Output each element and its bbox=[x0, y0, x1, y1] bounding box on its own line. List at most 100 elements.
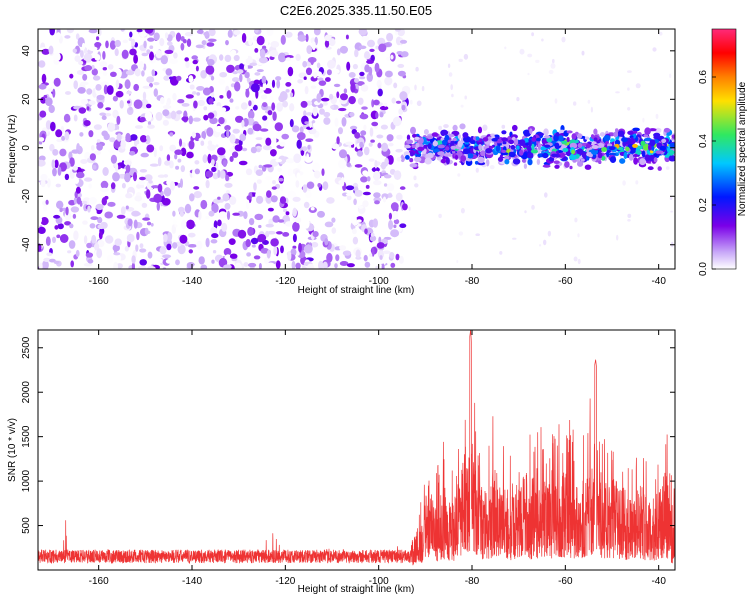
spectrogram-blob bbox=[393, 170, 402, 181]
spectrogram-blob bbox=[464, 95, 468, 100]
spectrogram-blob bbox=[293, 153, 302, 164]
spectrogram-blob bbox=[313, 170, 321, 179]
spectrogram-blob bbox=[516, 145, 520, 150]
spectrogram-blob bbox=[89, 153, 96, 161]
spectrogram-blob bbox=[632, 143, 638, 148]
spectrogram-blob bbox=[305, 67, 313, 76]
spectrogram-blob bbox=[464, 144, 469, 148]
spectrogram-blob bbox=[52, 88, 56, 98]
spectrogram-blob bbox=[188, 232, 196, 238]
spectrogram-blob bbox=[376, 242, 385, 249]
spectrogram-blob bbox=[184, 32, 194, 37]
spectrogram-blob bbox=[93, 208, 97, 216]
spectrogram-blob bbox=[38, 226, 46, 234]
spectrogram-blob bbox=[295, 217, 302, 224]
spectrogram-blob bbox=[350, 125, 358, 130]
spectrogram-blob bbox=[569, 153, 577, 161]
spectrogram-blob bbox=[262, 144, 272, 151]
spectrogram-blob bbox=[283, 77, 291, 81]
spectrogram-blob bbox=[312, 162, 320, 172]
spectrogram-blob bbox=[133, 83, 140, 92]
spectrogram-blob bbox=[239, 73, 243, 83]
spectrogram-blob bbox=[648, 154, 656, 162]
spectrogram-blob bbox=[587, 99, 591, 104]
spectrogram-blob bbox=[621, 137, 628, 143]
spectrogram-blob bbox=[142, 85, 151, 89]
x-tick-label: -80 bbox=[465, 276, 480, 287]
spectrogram-blob bbox=[82, 73, 88, 81]
spectrogram-blob bbox=[552, 58, 555, 64]
spectrogram-blob bbox=[40, 173, 48, 181]
spectrogram-y-tick-labels: -40 -20 0 20 40 bbox=[21, 45, 32, 252]
x-tick-label: -140 bbox=[182, 276, 202, 287]
spectrogram-blob bbox=[52, 236, 56, 243]
spectrogram-blob bbox=[84, 65, 93, 71]
spectrogram-blob bbox=[55, 129, 63, 138]
spectrogram-blob bbox=[96, 36, 100, 41]
spectrogram-blob bbox=[229, 98, 234, 103]
spectrogram-blob bbox=[292, 245, 297, 249]
spectrogram-blob bbox=[531, 32, 534, 37]
spectrogram-blob bbox=[282, 100, 288, 108]
spectrogram-blob bbox=[319, 108, 325, 115]
spectrogram-blob bbox=[53, 77, 61, 87]
spectrogram-blob bbox=[205, 170, 213, 178]
spectrogram-blob bbox=[131, 262, 135, 269]
spectrogram-blob bbox=[333, 83, 341, 88]
spectrogram-blob bbox=[243, 211, 248, 220]
spectrogram-blob bbox=[397, 70, 406, 77]
spectrogram-blob bbox=[359, 71, 365, 77]
spectrogram-blob bbox=[237, 210, 245, 217]
spectrogram-blob bbox=[372, 218, 378, 228]
spectrogram-blob bbox=[250, 83, 260, 93]
spectrogram-blob bbox=[451, 93, 454, 98]
spectrogram-blob bbox=[413, 175, 417, 181]
spectrogram-blob bbox=[181, 142, 186, 148]
spectrogram-blob bbox=[383, 174, 392, 179]
spectrogram-blob bbox=[110, 71, 117, 78]
spectrogram-blob bbox=[276, 79, 281, 89]
spectrogram-blob bbox=[361, 35, 370, 41]
spectrogram-blob bbox=[216, 105, 221, 113]
spectrogram-blob bbox=[224, 182, 233, 188]
spectrogram-blob bbox=[459, 123, 466, 130]
spectrogram-blob bbox=[77, 192, 82, 198]
spectrogram-blob bbox=[447, 63, 451, 68]
spectrogram-blob bbox=[229, 178, 236, 184]
spectrogram-blob bbox=[242, 147, 248, 152]
spectrogram-blob bbox=[285, 211, 290, 216]
spectrogram-blob bbox=[105, 107, 111, 111]
spectrogram-blob bbox=[75, 186, 81, 194]
spectrogram-blob bbox=[601, 147, 608, 152]
spectrogram-blob bbox=[144, 111, 152, 122]
spectrogram-blob bbox=[84, 177, 93, 182]
spectrogram-blob bbox=[345, 185, 355, 191]
spectrogram-blob bbox=[642, 143, 650, 151]
spectrogram-blob bbox=[146, 76, 155, 83]
spectrogram-blob bbox=[368, 142, 373, 147]
spectrogram-blob bbox=[339, 45, 348, 54]
spectrogram-blob bbox=[266, 249, 271, 259]
spectrogram-blob bbox=[223, 248, 232, 256]
spectrogram-blob bbox=[266, 190, 272, 198]
spectrogram-blob bbox=[157, 183, 163, 193]
spectrogram-blob bbox=[137, 180, 146, 185]
spectrogram-blob bbox=[229, 196, 237, 205]
spectrogram-blob bbox=[232, 212, 240, 216]
spectrogram-blob bbox=[202, 154, 208, 164]
spectrogram-blob bbox=[573, 101, 577, 106]
spectrogram-blob bbox=[292, 233, 297, 243]
spectrogram-blob bbox=[45, 120, 52, 130]
spectrogram-blob bbox=[379, 255, 383, 260]
spectrogram-blob bbox=[180, 147, 187, 157]
spectrogram-blob bbox=[569, 165, 573, 170]
spectrogram-blob bbox=[271, 186, 277, 190]
figure-title: C2E6.2025.335.11.50.E05 bbox=[280, 3, 432, 18]
spectrogram-blob bbox=[126, 73, 135, 81]
spectrogram-blob bbox=[409, 163, 418, 168]
spectrogram-blob bbox=[272, 180, 276, 185]
spectrogram-blob bbox=[159, 145, 164, 152]
spectrogram-blob bbox=[222, 193, 230, 202]
spectrogram-blob bbox=[363, 254, 368, 262]
spectrogram-blob bbox=[129, 48, 137, 56]
